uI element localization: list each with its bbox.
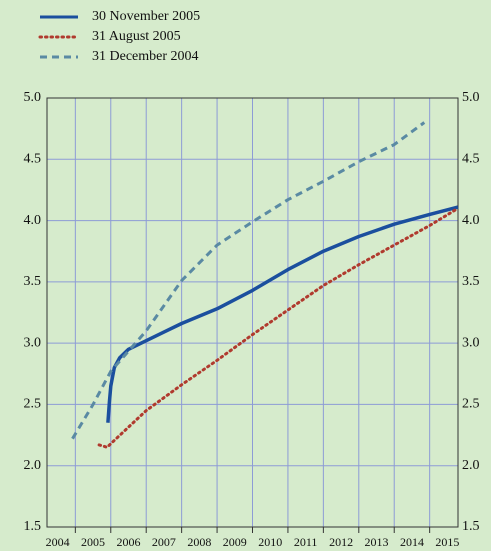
y-tick-label: 4.5 <box>462 152 480 167</box>
x-tick-label: 2013 <box>365 535 389 549</box>
x-tick-label: 2009 <box>223 535 247 549</box>
x-tick-label: 2012 <box>329 535 353 549</box>
line-series <box>71 121 426 440</box>
x-tick-label: 2015 <box>435 535 459 549</box>
y-tick-label: 2.0 <box>462 458 480 473</box>
y-tick-label: 3.0 <box>24 335 42 350</box>
x-tick-label: 2006 <box>116 535 140 549</box>
line-series <box>106 205 459 423</box>
legend-label: 31 August 2005 <box>92 29 181 44</box>
y-tick-label: 5.0 <box>24 90 42 105</box>
line-series <box>97 206 460 449</box>
x-tick-label: 2010 <box>258 535 282 549</box>
y-tick-label: 5.0 <box>462 90 480 105</box>
legend-label: 31 December 2004 <box>92 49 199 64</box>
y-tick-label: 4.5 <box>24 152 42 167</box>
y-tick-label: 2.5 <box>24 397 42 412</box>
x-tick-label: 2004 <box>46 535 70 549</box>
x-tick-label: 2007 <box>152 535 176 549</box>
y-tick-label: 3.5 <box>462 274 480 289</box>
y-tick-label: 1.5 <box>462 519 480 534</box>
y-tick-label: 3.5 <box>24 274 42 289</box>
y-tick-label: 1.5 <box>24 519 42 534</box>
y-tick-label: 4.0 <box>462 213 480 228</box>
y-tick-label: 2.5 <box>462 397 480 412</box>
y-tick-label: 2.0 <box>24 458 42 473</box>
x-tick-label: 2008 <box>187 535 211 549</box>
y-tick-label: 3.0 <box>462 335 480 350</box>
y-tick-label: 4.0 <box>24 213 42 228</box>
legend-label: 30 November 2005 <box>92 9 200 24</box>
x-tick-label: 2014 <box>400 535 424 549</box>
x-tick-label: 2005 <box>81 535 105 549</box>
x-tick-label: 2011 <box>294 535 318 549</box>
